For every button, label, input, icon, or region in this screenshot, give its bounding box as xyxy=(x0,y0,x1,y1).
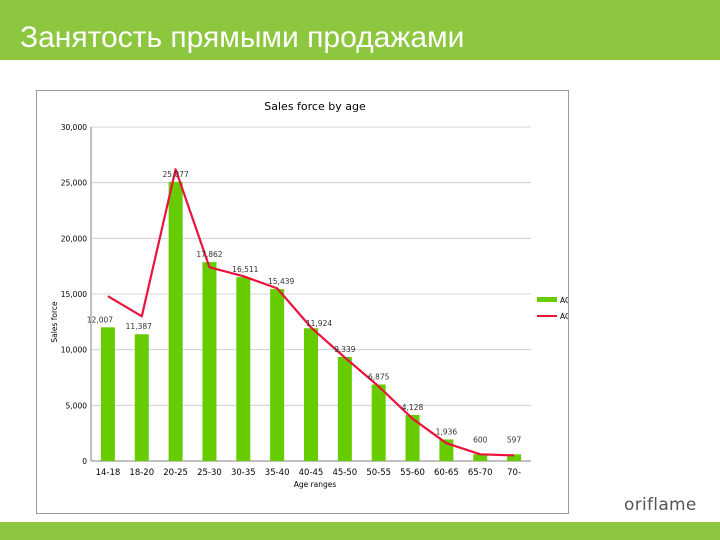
x-tick-label: 40-45 xyxy=(299,468,324,478)
x-tick-label: 65-70 xyxy=(468,468,493,478)
bar-20-25 xyxy=(168,181,183,462)
data-label: 600 xyxy=(473,435,488,444)
x-tick-label: 14-18 xyxy=(96,468,121,478)
y-tick-label: 10,000 xyxy=(61,346,87,355)
bar-55-60 xyxy=(405,415,420,461)
data-label: 597 xyxy=(507,435,522,444)
sales-force-chart: Sales force by age 0 5,000 10,000 15,000 20,0… xyxy=(50,100,568,489)
bar-65-70 xyxy=(473,454,488,461)
data-label: 15,439 xyxy=(268,277,294,286)
y-tick-label: 20,000 xyxy=(61,234,87,243)
data-label: 12,007 xyxy=(87,315,113,324)
data-label: 4,128 xyxy=(402,403,424,412)
data-label: 9,339 xyxy=(334,345,356,354)
legend-label-age-py: AGE PY xyxy=(560,312,568,321)
y-tick-label: 15,000 xyxy=(61,290,87,299)
bar-40-45 xyxy=(304,328,318,461)
oriflame-logo: oriflame xyxy=(624,495,697,515)
data-label: 6,875 xyxy=(368,372,390,381)
x-tick-label: 50-55 xyxy=(366,468,391,478)
data-label: 17,862 xyxy=(196,250,222,259)
bar-35-40 xyxy=(270,289,285,461)
bar-70- xyxy=(507,454,522,461)
y-tick-label: 0 xyxy=(82,457,87,466)
data-label: 25,077 xyxy=(162,170,188,179)
y-axis-label: Sales force xyxy=(50,301,59,343)
bar-25-30 xyxy=(202,262,217,461)
bar-45-50 xyxy=(337,357,352,461)
data-label: 16,511 xyxy=(232,265,258,274)
x-tick-label: 30-35 xyxy=(231,468,256,478)
data-label: 1,936 xyxy=(436,427,458,436)
title-bar xyxy=(0,0,720,60)
data-label: 11,924 xyxy=(306,319,332,328)
data-label: 11,387 xyxy=(126,322,152,331)
bar-50-55 xyxy=(371,384,386,461)
x-tick-label: 70- xyxy=(507,468,521,478)
x-tick-label: 18-20 xyxy=(129,468,154,478)
slide-title: Занятость прямыми продажами xyxy=(20,21,465,54)
x-tick-label: 45-50 xyxy=(332,468,357,478)
bar-30-35 xyxy=(236,277,251,461)
x-tick-label: 35-40 xyxy=(265,468,290,478)
y-tick-label: 25,000 xyxy=(61,179,87,188)
chart-title: Sales force by age xyxy=(264,100,366,113)
x-axis-label: Age ranges xyxy=(294,480,337,489)
x-tick-label: 25-30 xyxy=(197,468,222,478)
y-tick-label: 30,000 xyxy=(61,123,87,132)
chart-frame: Sales force by age 0 5,000 10,000 15,000 20,0… xyxy=(36,90,569,514)
bar-18-20 xyxy=(134,334,149,461)
bar-14-18 xyxy=(100,327,115,461)
line-series-age-py xyxy=(107,168,515,457)
y-tick-label: 5,000 xyxy=(66,401,88,410)
x-tick-label: 60-65 xyxy=(434,468,459,478)
legend-label-age-cy: AGE CY xyxy=(560,296,568,305)
x-tick-label: 20-25 xyxy=(163,468,188,478)
legend-swatch-age-cy xyxy=(537,297,557,302)
bottom-bar xyxy=(0,522,720,540)
x-tick-label: 55-60 xyxy=(400,468,425,478)
